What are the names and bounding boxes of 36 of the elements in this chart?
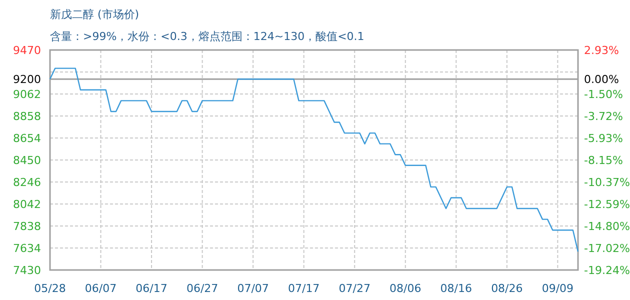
y2-tick-label: -1.50%: [584, 88, 623, 101]
y-tick-label: 8450: [13, 154, 41, 167]
y2-tick-label: 2.93%: [584, 44, 619, 57]
y2-tick-label: -5.93%: [584, 132, 623, 145]
x-tick-label: 09/09: [542, 282, 574, 295]
y-tick-label: 7838: [13, 220, 41, 233]
x-tick-label: 08/26: [491, 282, 523, 295]
y2-tick-label: -17.02%: [584, 242, 630, 255]
y2-tick-label: -8.15%: [584, 154, 623, 167]
x-tick-label: 07/07: [237, 282, 269, 295]
x-tick-label: 07/27: [338, 282, 370, 295]
x-tick-label: 06/07: [84, 282, 117, 295]
y-tick-label: 8246: [13, 176, 41, 189]
y-tick-label: 9470: [13, 44, 41, 57]
x-tick-label: 07/17: [288, 282, 320, 295]
y-tick-label: 9200: [13, 73, 41, 86]
x-tick-label: 05/28: [34, 282, 66, 295]
y2-tick-label: -14.80%: [584, 220, 630, 233]
y2-tick-label: -12.59%: [584, 198, 630, 212]
y-tick-label: 7430: [13, 264, 41, 277]
chart-title: 新戊二醇 (市场价): [50, 8, 140, 21]
y2-tick-label: -3.72%: [584, 110, 623, 123]
y-tick-label: 8654: [13, 132, 41, 145]
y2-tick-label: 0.00%: [584, 73, 619, 86]
y-tick-label: 8042: [13, 198, 41, 211]
x-tick-label: 06/17: [136, 282, 168, 295]
y-tick-label: 7634: [13, 242, 41, 255]
x-tick-label: 08/16: [440, 282, 472, 295]
y2-tick-label: -19.24%: [584, 264, 630, 277]
x-tick-label: 06/27: [186, 282, 218, 295]
x-tick-label: 08/06: [390, 282, 422, 295]
y2-tick-label: -10.37%: [584, 176, 630, 189]
y-tick-label: 9062: [13, 88, 41, 101]
line-series: [49, 68, 579, 252]
chart-subtitle: 含量：>99%，水份：<0.3，熔点范围：124~130，酸值<0.1: [50, 30, 364, 43]
y-tick-label: 8858: [13, 110, 41, 123]
